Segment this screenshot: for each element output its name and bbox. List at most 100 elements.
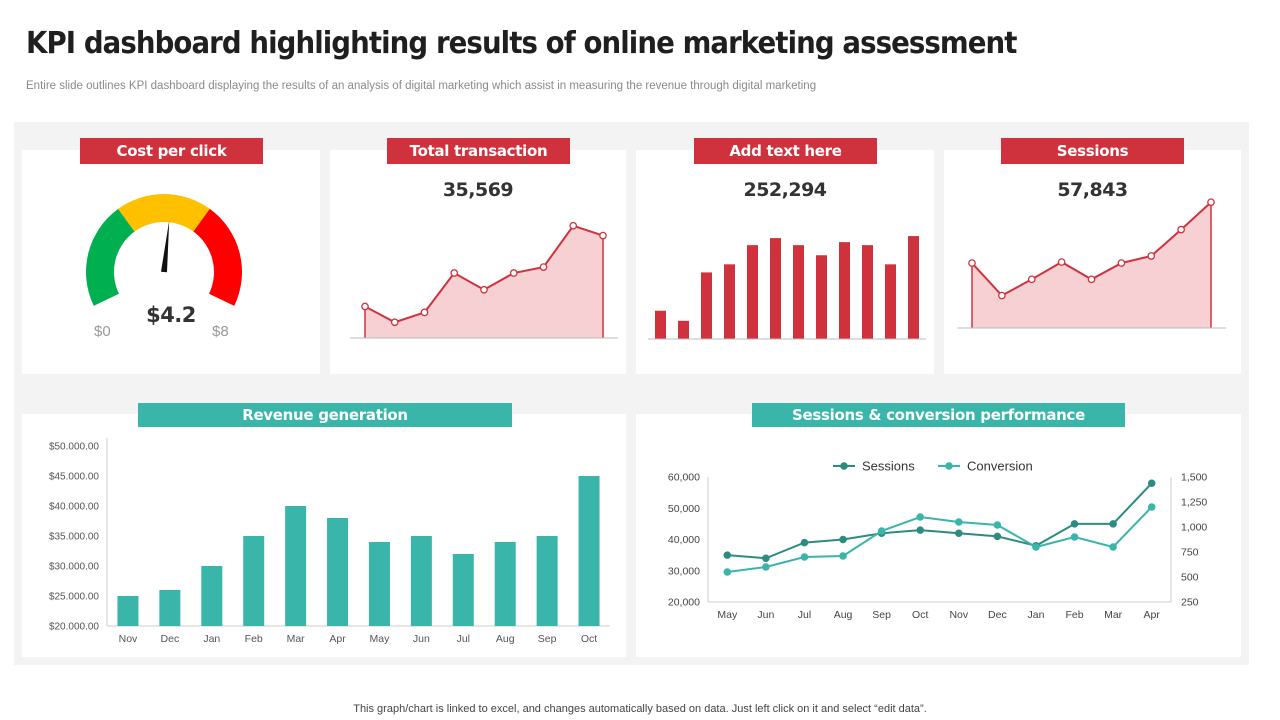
revenue-bar[interactable] bbox=[117, 596, 139, 626]
addtext-bar[interactable] bbox=[862, 245, 873, 339]
transaction-point[interactable] bbox=[539, 263, 548, 271]
revenue-x-tick-label: Mar bbox=[287, 633, 306, 645]
transaction-header: Total transaction bbox=[387, 138, 570, 164]
sessions-point[interactable] bbox=[968, 259, 976, 267]
revenue-y-tick-label: $45.000.00 bbox=[49, 472, 99, 483]
performance-sessions-point[interactable] bbox=[723, 551, 732, 559]
transaction-area-fill bbox=[365, 225, 603, 338]
performance-conversion-point[interactable] bbox=[1070, 533, 1079, 541]
sessions-point[interactable] bbox=[1147, 252, 1156, 260]
revenue-bar[interactable] bbox=[285, 506, 307, 626]
cpc-value: $4.2 bbox=[146, 303, 196, 327]
revenue-bar[interactable] bbox=[243, 536, 265, 626]
transaction-point[interactable] bbox=[509, 269, 518, 277]
cpc-gauge-chart[interactable] bbox=[22, 150, 320, 374]
performance-x-tick-label: Jul bbox=[798, 609, 811, 621]
performance-header: Sessions & conversion performance bbox=[752, 403, 1125, 427]
sessions-point[interactable] bbox=[998, 291, 1006, 300]
legend-sessions-marker bbox=[840, 462, 848, 470]
performance-sessions-point[interactable] bbox=[1147, 479, 1156, 488]
revenue-bar-chart[interactable]: $20.000.00 $25.000.00 $30.000.00 $35.000.00… bbox=[22, 414, 626, 657]
addtext-bar[interactable] bbox=[770, 238, 781, 339]
sessions-point[interactable] bbox=[1027, 275, 1036, 284]
revenue-x-tick-label: Nov bbox=[119, 633, 138, 645]
gauge-band-green bbox=[86, 208, 135, 306]
performance-sessions-point[interactable] bbox=[916, 526, 925, 534]
revenue-bar[interactable] bbox=[368, 542, 390, 626]
performance-sessions-point[interactable] bbox=[954, 529, 963, 538]
revenue-bar[interactable] bbox=[201, 566, 223, 626]
addtext-bar[interactable] bbox=[655, 310, 666, 339]
revenue-bar[interactable] bbox=[536, 536, 558, 626]
transaction-point[interactable] bbox=[361, 302, 369, 311]
performance-card: 20,000 30,000 40,000 50,000 60,000 250 500 750 1… bbox=[636, 414, 1241, 657]
performance-sessions-point[interactable] bbox=[800, 538, 809, 547]
transaction-point[interactable] bbox=[599, 231, 607, 240]
performance-conversion-point[interactable] bbox=[954, 518, 963, 526]
performance-conversion-point[interactable] bbox=[800, 553, 809, 561]
performance-right-tick-label: 1,250 bbox=[1181, 497, 1207, 509]
performance-x-tick-label: Jun bbox=[757, 609, 774, 621]
legend-conversion-marker bbox=[945, 462, 953, 470]
performance-sessions-line bbox=[727, 482, 1153, 560]
sessions-point[interactable] bbox=[1087, 275, 1096, 284]
performance-conversion-point[interactable] bbox=[916, 513, 925, 521]
revenue-bar[interactable] bbox=[159, 590, 181, 626]
sessions-point[interactable] bbox=[1057, 258, 1066, 266]
performance-x-tick-label: May bbox=[717, 609, 738, 621]
revenue-card: $20.000.00 $25.000.00 $30.000.00 $35.000.00… bbox=[22, 414, 626, 657]
performance-conversion-point[interactable] bbox=[839, 552, 847, 560]
revenue-x-tick-label: Sep bbox=[538, 633, 557, 645]
sessions-point[interactable] bbox=[1177, 225, 1185, 234]
gauge-band-red bbox=[193, 208, 243, 306]
addtext-bar-chart[interactable] bbox=[636, 150, 934, 374]
addtext-bar[interactable] bbox=[747, 245, 758, 339]
performance-sessions-point[interactable] bbox=[1109, 520, 1117, 528]
page-title: KPI dashboard highlighting results of on… bbox=[26, 26, 1017, 61]
revenue-x-tick-label: Dec bbox=[161, 633, 180, 645]
performance-conversion-point[interactable] bbox=[762, 563, 770, 571]
addtext-bar[interactable] bbox=[793, 245, 804, 339]
performance-conversion-point[interactable] bbox=[1147, 503, 1156, 511]
revenue-bar[interactable] bbox=[452, 554, 474, 626]
performance-conversion-point[interactable] bbox=[723, 568, 732, 576]
revenue-bar[interactable] bbox=[327, 518, 349, 626]
performance-conversion-point[interactable] bbox=[1109, 543, 1117, 551]
sessions-area-fill bbox=[972, 202, 1211, 328]
legend-sessions-label: Sessions bbox=[862, 459, 915, 474]
performance-x-tick-label: Apr bbox=[1144, 609, 1161, 621]
transaction-point[interactable] bbox=[450, 269, 459, 277]
transaction-point[interactable] bbox=[480, 285, 488, 294]
addtext-bar[interactable] bbox=[678, 320, 689, 339]
cpc-max-label: $8 bbox=[212, 323, 229, 340]
addtext-bar[interactable] bbox=[839, 242, 850, 339]
performance-conversion-point[interactable] bbox=[1032, 543, 1040, 551]
revenue-bar[interactable] bbox=[494, 542, 516, 626]
revenue-x-tick-label: Oct bbox=[581, 633, 597, 645]
addtext-bar[interactable] bbox=[724, 264, 735, 339]
transaction-area-chart[interactable] bbox=[330, 150, 626, 374]
revenue-x-tick-label: Jan bbox=[203, 633, 220, 645]
performance-x-tick-label: Aug bbox=[834, 609, 853, 621]
transaction-point[interactable] bbox=[420, 308, 429, 317]
sessions-point[interactable] bbox=[1117, 259, 1126, 267]
performance-sessions-point[interactable] bbox=[839, 535, 847, 544]
revenue-bar[interactable] bbox=[578, 476, 600, 626]
addtext-bar[interactable] bbox=[816, 255, 827, 339]
performance-sessions-point[interactable] bbox=[993, 532, 1002, 541]
transaction-point[interactable] bbox=[569, 221, 578, 230]
sessions-area-chart[interactable] bbox=[944, 150, 1241, 374]
legend-conversion-label: Conversion bbox=[967, 459, 1033, 474]
performance-line-chart[interactable]: 20,000 30,000 40,000 50,000 60,000 250 500 750 1… bbox=[636, 414, 1241, 657]
performance-sessions-point[interactable] bbox=[1070, 520, 1079, 528]
performance-conversion-point[interactable] bbox=[993, 521, 1002, 529]
transaction-point[interactable] bbox=[390, 318, 399, 327]
performance-right-tick-label: 1,500 bbox=[1181, 472, 1207, 484]
addtext-bar[interactable] bbox=[908, 236, 919, 339]
sessions-point[interactable] bbox=[1207, 198, 1215, 207]
revenue-bar[interactable] bbox=[410, 536, 432, 626]
addtext-bar[interactable] bbox=[701, 272, 712, 339]
addtext-bar[interactable] bbox=[885, 264, 896, 339]
performance-conversion-point[interactable] bbox=[877, 527, 886, 535]
performance-sessions-point[interactable] bbox=[762, 554, 770, 563]
